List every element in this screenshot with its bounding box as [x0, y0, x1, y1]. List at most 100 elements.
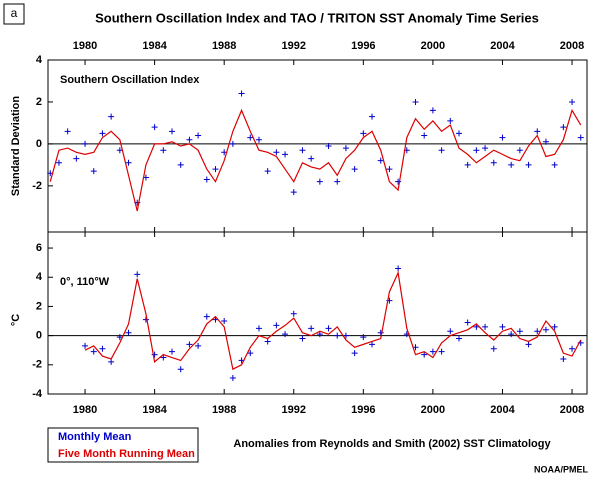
data-point [212, 166, 219, 173]
data-point [90, 348, 97, 355]
legend-box [47, 427, 199, 463]
data-point [334, 332, 341, 339]
y-axis-label: Standard Deviation [10, 96, 22, 197]
data-point [351, 166, 358, 173]
x-tick-label: 1996 [351, 404, 375, 416]
data-point [438, 147, 445, 154]
data-point [473, 147, 480, 154]
x-tick-label: 1980 [73, 404, 97, 416]
data-point [316, 178, 323, 185]
data-point [490, 159, 497, 166]
data-point [525, 161, 532, 168]
x-tick-label: 1984 [142, 40, 167, 52]
data-point [247, 350, 254, 357]
data-point [160, 354, 167, 361]
data-point [255, 325, 262, 332]
data-point [273, 149, 280, 156]
data-point [229, 140, 236, 147]
y-tick-label: -2 [32, 359, 42, 371]
legend-entry: Monthly Mean [58, 431, 132, 443]
data-point [290, 189, 297, 196]
data-point [151, 351, 158, 358]
y-tick-label: 6 [36, 242, 42, 254]
data-point [534, 128, 541, 135]
data-point [438, 348, 445, 355]
data-point [195, 342, 202, 349]
credit: NOAA/PMEL [534, 464, 589, 474]
data-point [342, 332, 349, 339]
x-tick-label: 1992 [282, 404, 306, 416]
data-point [447, 328, 454, 335]
data-point [464, 161, 471, 168]
x-tick-label: 1988 [212, 40, 236, 52]
y-tick-label: 2 [36, 300, 42, 312]
chart-title: Southern Oscillation Index and TAO / TRI… [95, 10, 539, 25]
data-point [299, 335, 306, 342]
x-tick-label: 1992 [282, 40, 306, 52]
data-point [308, 155, 315, 162]
x-tick-label: 2008 [560, 404, 584, 416]
data-point [247, 134, 254, 141]
x-tick-label: 2000 [421, 404, 445, 416]
data-point [395, 178, 402, 185]
data-point [455, 130, 462, 137]
data-point [542, 326, 549, 333]
data-point [508, 161, 515, 168]
data-point [134, 271, 141, 278]
data-point [499, 323, 506, 330]
data-point [125, 329, 132, 336]
data-point [534, 328, 541, 335]
data-point [203, 176, 210, 183]
data-point [325, 143, 332, 149]
data-point [490, 345, 497, 352]
x-tick-label: 2004 [490, 40, 515, 52]
data-point [169, 348, 176, 355]
data-point [412, 98, 419, 105]
data-point [177, 161, 184, 168]
data-point [160, 147, 167, 154]
data-point [395, 265, 402, 272]
y-tick-label: -2 [32, 180, 42, 192]
data-point [99, 130, 106, 137]
data-point [516, 147, 523, 154]
data-point [386, 166, 393, 173]
data-point [108, 358, 115, 365]
x-tick-label: 1984 [142, 404, 167, 416]
panel-label-box [3, 3, 25, 25]
data-point [325, 325, 332, 332]
data-point [482, 145, 489, 152]
data-point [73, 155, 80, 162]
data-point [369, 113, 376, 120]
data-point [360, 130, 367, 137]
data-point [499, 134, 506, 141]
y-tick-label: 0 [36, 138, 42, 150]
x-tick-label: 2004 [490, 404, 515, 416]
data-point [516, 328, 523, 335]
data-point [508, 331, 515, 338]
running-mean-line [84, 270, 582, 371]
data-point [255, 136, 262, 143]
data-point [151, 124, 158, 131]
data-point [186, 341, 193, 348]
y-tick-label: 4 [36, 271, 43, 283]
data-point [64, 128, 71, 135]
data-point [125, 159, 132, 166]
data-point [273, 322, 280, 329]
running-mean-line [49, 108, 582, 212]
data-point [108, 113, 115, 120]
y-tick-label: 0 [36, 330, 42, 342]
legend-entry: Five Month Running Mean [58, 448, 195, 460]
annotation: 0°, 110°W [60, 276, 110, 288]
data-point [264, 338, 271, 345]
data-point [369, 341, 376, 348]
data-point [282, 151, 289, 158]
data-point [569, 345, 576, 352]
y-tick-label: -4 [32, 388, 43, 400]
data-point [551, 323, 558, 330]
data-point [221, 318, 228, 325]
data-point [482, 323, 489, 330]
data-point [238, 90, 245, 97]
data-point [377, 329, 384, 336]
data-point [560, 124, 567, 131]
